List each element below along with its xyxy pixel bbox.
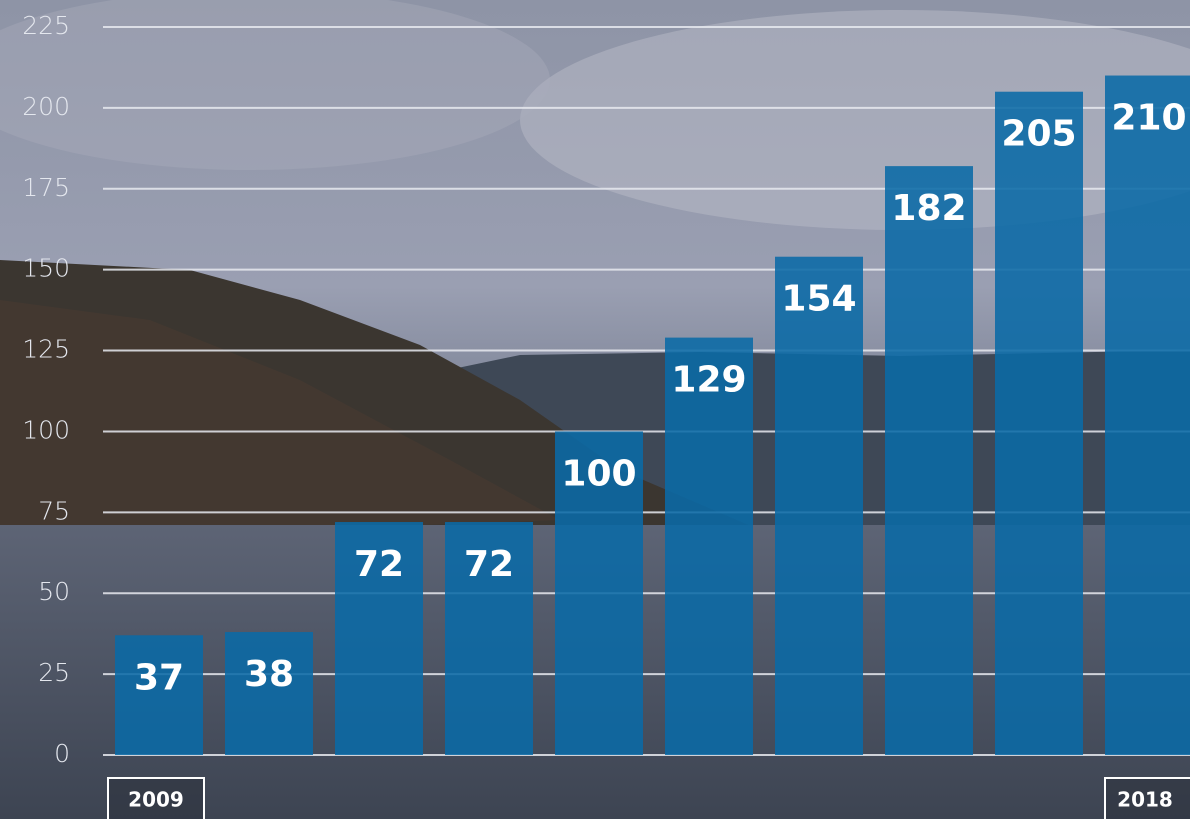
y-tick-label: 175: [22, 173, 70, 202]
value-label: 72: [354, 544, 404, 585]
bars: [115, 75, 1190, 756]
y-tick-label: 75: [38, 496, 70, 525]
bar: [995, 91, 1083, 755]
y-tick-label: 200: [22, 92, 70, 121]
value-label: 38: [244, 654, 294, 695]
value-label: 210: [1111, 98, 1186, 139]
bar: [335, 522, 423, 755]
value-label: 37: [134, 657, 184, 698]
bar: [225, 632, 313, 755]
y-tick-label: 50: [38, 577, 70, 606]
y-tick-label: 25: [38, 658, 70, 687]
value-label: 182: [891, 188, 966, 229]
labels: 37 2009 38 72 72 100 129 154 182 205 210 2018: [107, 98, 1190, 819]
x-tick-label: 2018: [1117, 788, 1173, 812]
bar: [775, 256, 863, 755]
value-label: 154: [781, 279, 856, 320]
y-tick-label: 150: [22, 254, 70, 283]
y-tick-label: 100: [22, 415, 70, 444]
value-label: 129: [671, 360, 746, 401]
bar: [1105, 75, 1190, 756]
bar: [665, 337, 753, 755]
bar: [885, 166, 973, 755]
value-label: 100: [561, 453, 636, 494]
bar: [445, 522, 533, 755]
x-tick-label: 2009: [128, 788, 184, 812]
y-tick-label: 0: [54, 739, 70, 768]
year-box: [1104, 777, 1190, 819]
value-label: 72: [464, 544, 514, 585]
value-label: 205: [1001, 114, 1076, 155]
y-tick-label: 225: [22, 11, 70, 40]
y-tick-label: 125: [22, 335, 70, 364]
year-box: [107, 777, 205, 819]
bar: [115, 635, 203, 755]
bar: [555, 431, 643, 755]
